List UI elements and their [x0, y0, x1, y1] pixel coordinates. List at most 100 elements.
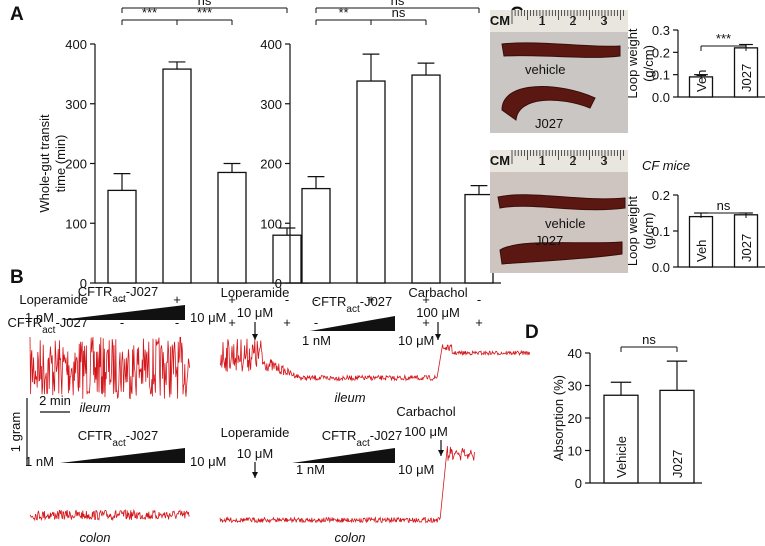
text-part: -J027	[126, 284, 159, 299]
drug-label: CFTRact-J027	[322, 428, 403, 449]
low-dose: 1 nM	[25, 310, 54, 325]
high-dose: 10 μM	[190, 454, 226, 469]
drug-name: Loperamide	[221, 285, 290, 300]
ruler-label: 2	[569, 153, 576, 168]
intestine	[501, 42, 621, 58]
significance-label: ns	[642, 332, 656, 347]
photo-label: J027	[535, 116, 563, 131]
treatment-sign: +	[228, 315, 236, 330]
drug-name: Carbachol	[408, 285, 467, 300]
y-tick-label: 200	[260, 157, 282, 172]
dose: 10 μM	[237, 305, 273, 320]
treatment-sign: -	[175, 315, 179, 330]
significance-label: ns	[392, 5, 406, 20]
ruler-label: 1	[538, 13, 545, 28]
x-tick-label: Veh	[694, 70, 709, 92]
intestine	[499, 241, 623, 265]
ruler-label: 2	[569, 13, 576, 28]
significance-label: **	[338, 5, 348, 20]
text-part: act	[356, 438, 370, 449]
drug-label: CFTRact-J027	[312, 294, 393, 315]
y-axis-label-line: (g/cm)	[641, 45, 656, 82]
significance-label: ***	[716, 31, 731, 46]
text-part: CFTR	[7, 315, 42, 330]
tissue-label: colon	[334, 530, 365, 545]
ruler-label: 1	[538, 153, 545, 168]
tissue-label: colon	[79, 530, 110, 545]
text-part: CFTR	[312, 294, 347, 309]
y-tick-label: 0	[275, 276, 282, 291]
y-axis-label: Absorption (%)	[551, 375, 566, 461]
y-axis-label-line: Loop weight	[625, 28, 640, 98]
treatment-sign: +	[422, 292, 430, 307]
arrow-head	[438, 450, 444, 456]
treatment-sign: +	[367, 292, 375, 307]
y-tick-label: 100	[260, 216, 282, 231]
high-dose: 10 μM	[398, 462, 434, 477]
y-axis-label: Whole-gut transittime (min)	[37, 114, 68, 213]
bar	[356, 80, 386, 284]
high-dose: 10 μM	[398, 333, 434, 348]
x-tick-label: J027	[670, 450, 685, 478]
y-tick-label: 0.0	[652, 260, 670, 275]
significance-label: ns	[198, 0, 212, 8]
drug-label: CFTRact-J027	[78, 284, 159, 305]
bar	[301, 187, 331, 284]
y-tick-label: 100	[65, 216, 87, 231]
concentration-wedge	[292, 448, 395, 463]
bar	[603, 394, 639, 484]
drug-label: CFTRact-J027	[78, 428, 159, 449]
significance-label: ***	[142, 5, 157, 20]
y-axis-label-line: Whole-gut transit	[37, 114, 52, 213]
dose: 10 μM	[237, 446, 273, 461]
significance-label: ***	[197, 5, 212, 20]
panel-label: D	[525, 322, 539, 343]
ruler-label: 3	[600, 13, 607, 28]
y-tick-label: 200	[65, 157, 87, 172]
low-dose: 1 nM	[296, 462, 325, 477]
treatment-sign: -	[285, 292, 289, 307]
bar	[162, 68, 192, 284]
treatment-sign: +	[228, 292, 236, 307]
treatment-sign: -	[314, 292, 318, 307]
high-dose: 10 μM	[190, 310, 226, 325]
force-trace	[29, 336, 190, 400]
ruler-label: CM	[490, 13, 510, 28]
text-part: act	[112, 438, 126, 449]
bar	[688, 76, 714, 98]
treatment-name: Loperamide	[19, 292, 88, 307]
photo-label: vehicle	[525, 62, 565, 77]
tissue-label: ileum	[334, 390, 365, 405]
photo-label: J027	[535, 233, 563, 248]
bar	[411, 74, 441, 284]
treatment-sign: -	[477, 292, 481, 307]
y-tick-label: 400	[260, 37, 282, 52]
treatment-sign: +	[422, 315, 430, 330]
y-tick-label: 40	[568, 346, 582, 361]
y-tick-label: 0.0	[652, 90, 670, 105]
dose: 100 μM	[416, 305, 460, 320]
ruler-label: 3	[600, 153, 607, 168]
intestine	[497, 194, 626, 211]
y-tick-label: 10	[568, 444, 582, 459]
low-dose: 1 nM	[302, 333, 331, 348]
text-part: CFTR	[78, 428, 113, 443]
y-tick-label: 400	[65, 37, 87, 52]
concentration-wedge	[60, 448, 185, 463]
y-tick-label: 0	[575, 476, 582, 491]
text-part: act	[112, 294, 126, 305]
significance-label: ns	[717, 198, 731, 213]
text-part: -J027	[370, 428, 403, 443]
photo-label: vehicle	[545, 216, 585, 231]
force-trace	[219, 338, 530, 382]
y-axis-label: Loop weight(g/cm)	[625, 196, 656, 266]
force-trace	[29, 508, 190, 522]
bar	[464, 193, 494, 284]
arrow-head	[252, 472, 258, 478]
annotation: CF mice	[642, 158, 690, 173]
y-tick-label: 0.2	[652, 45, 670, 60]
arrow-head	[435, 334, 441, 340]
ruler-label: CM	[490, 153, 510, 168]
significance-label: ns	[391, 0, 405, 8]
